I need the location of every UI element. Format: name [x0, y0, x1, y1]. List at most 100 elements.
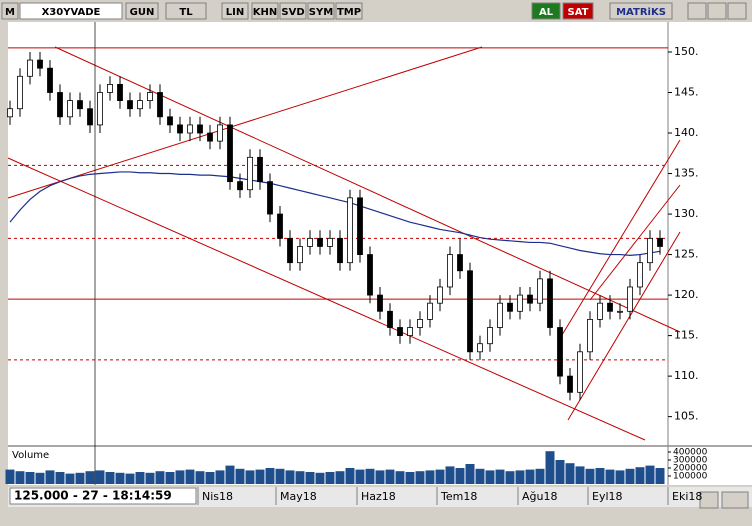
candle-body — [307, 237, 313, 247]
y-tick-label: 150. — [674, 45, 699, 58]
candle-body — [457, 254, 463, 272]
candle-body — [107, 83, 113, 93]
candle-body — [127, 100, 133, 110]
toolbar-button[interactable] — [251, 2, 279, 20]
volume-bar — [295, 471, 305, 484]
candle-body — [217, 124, 223, 142]
volume-bar — [635, 467, 645, 484]
logo[interactable] — [1, 2, 19, 20]
candle-body — [37, 59, 43, 69]
toolbar-button[interactable] — [335, 2, 363, 20]
candle-body — [387, 310, 393, 328]
candle-body — [137, 100, 143, 110]
volume-bar — [25, 472, 35, 484]
candle-body — [247, 156, 253, 191]
buy-button[interactable] — [531, 2, 561, 20]
symbol-field[interactable] — [19, 2, 123, 20]
refresh-button[interactable] — [699, 491, 719, 509]
toolbar-button[interactable] — [221, 2, 249, 20]
buy-button-label: AL — [539, 7, 554, 18]
status-text: 125.000 - 27 - 18:14:59 — [14, 489, 172, 503]
logo-label: M — [5, 7, 15, 18]
candle-body — [637, 262, 643, 288]
price-axis — [668, 22, 752, 445]
volume-bar — [255, 469, 265, 484]
y-tick-label: 145. — [674, 86, 699, 99]
scroll-button[interactable] — [721, 491, 749, 509]
trend-line — [567, 231, 681, 421]
x-tick-label: May18 — [280, 490, 317, 503]
volume-bar — [325, 472, 335, 484]
volume-bar — [445, 466, 455, 484]
candle-body — [657, 237, 663, 247]
candle-body — [277, 213, 283, 239]
volume-bar — [185, 469, 195, 484]
candle-body — [117, 83, 123, 102]
volume-bar — [75, 472, 85, 484]
volume-bar — [545, 451, 555, 484]
volume-bar — [335, 471, 345, 484]
volume-bar — [645, 465, 655, 484]
volume-bar — [455, 468, 465, 484]
volume-bar — [45, 470, 55, 484]
candle-body — [157, 92, 163, 118]
candle-body — [407, 327, 413, 337]
volume-bar — [145, 472, 155, 484]
x-tick-label: Tem18 — [440, 490, 477, 503]
candle-body — [7, 108, 13, 118]
sell-button[interactable] — [562, 2, 594, 20]
candle-body — [17, 75, 23, 110]
trend-line — [589, 184, 681, 301]
x-tick-label: Haz18 — [361, 490, 396, 503]
volume-bar — [515, 470, 525, 484]
y-tick-label: 140. — [674, 126, 699, 139]
candle-body — [427, 302, 433, 320]
toolbar-button[interactable] — [165, 2, 207, 20]
window-button[interactable] — [727, 2, 747, 20]
volume-bar — [195, 471, 205, 484]
volume-bar — [625, 468, 635, 484]
moving-average — [9, 171, 661, 256]
window-button[interactable] — [707, 2, 727, 20]
toolbar-button-label: TMP — [337, 7, 361, 18]
brand[interactable] — [609, 2, 673, 20]
candle-body — [397, 327, 403, 337]
volume-bar — [475, 468, 485, 484]
candle-body — [57, 92, 63, 118]
toolbar-button-label: GUN — [130, 7, 155, 18]
volume-bar — [65, 473, 75, 484]
volume-bar — [55, 472, 65, 484]
toolbar-button[interactable] — [279, 2, 307, 20]
toolbar-button[interactable] — [307, 2, 335, 20]
toolbar-button[interactable] — [125, 2, 159, 20]
candle-body — [607, 302, 613, 312]
candle-body — [327, 237, 333, 247]
window-button[interactable] — [687, 2, 707, 20]
volume-bar — [5, 469, 15, 484]
candle-body — [177, 124, 183, 134]
volume-label: Volume — [12, 450, 49, 461]
volume-bar — [525, 469, 535, 484]
candle-body — [87, 108, 93, 126]
candle-body — [77, 100, 83, 110]
brand-label: MATRiKS — [616, 7, 666, 18]
volume-bar — [85, 471, 95, 484]
volume-tick-label: 300000 — [673, 456, 708, 466]
volume-bar — [215, 470, 225, 484]
candle-body — [187, 124, 193, 134]
volume-bar — [285, 470, 295, 484]
candle-body — [47, 67, 53, 93]
candle-body — [377, 294, 383, 312]
candle-body — [347, 197, 353, 264]
trend-line — [561, 139, 681, 336]
volume-bar — [95, 470, 105, 484]
volume-bar — [405, 472, 415, 484]
candle-body — [437, 286, 443, 304]
candle-body — [367, 254, 373, 296]
x-tick-label: Eki18 — [672, 490, 702, 503]
y-tick-label: 105. — [674, 410, 699, 423]
toolbar-button-label: SYM — [309, 7, 333, 18]
volume-tick-label: 200000 — [673, 464, 708, 474]
volume-bar — [265, 468, 275, 484]
candle-body — [237, 181, 243, 191]
